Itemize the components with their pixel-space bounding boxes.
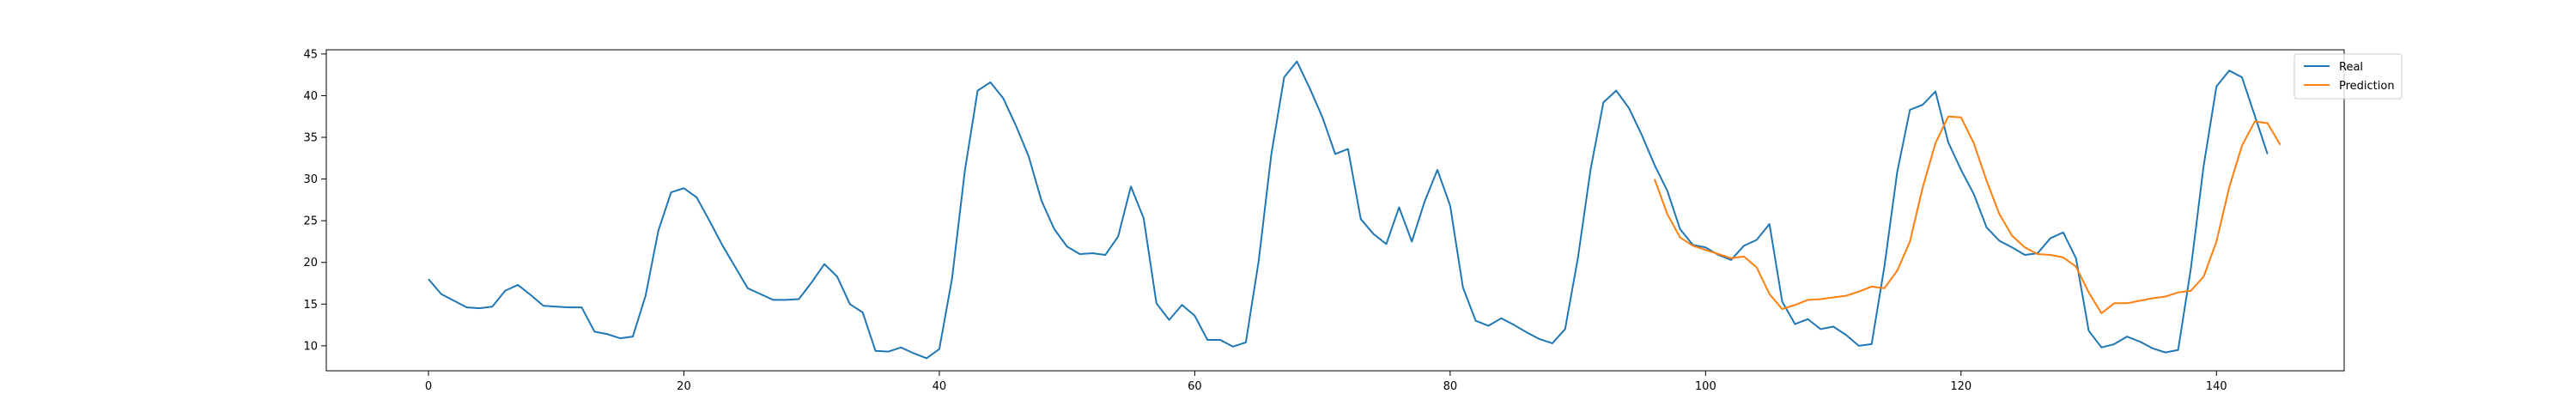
series-line-prediction bbox=[1653, 115, 2281, 314]
y-tick-label: 10 bbox=[303, 340, 318, 353]
y-tick-label: 20 bbox=[303, 257, 318, 270]
x-tick-label: 20 bbox=[677, 380, 691, 393]
x-tick-label: 140 bbox=[2206, 380, 2227, 393]
series-layer bbox=[428, 60, 2281, 360]
axes-layer bbox=[325, 49, 2345, 372]
y-tick-label: 40 bbox=[303, 90, 318, 103]
legend-label-prediction: Prediction bbox=[2339, 80, 2395, 93]
x-tick-label: 120 bbox=[1950, 380, 1971, 393]
x-tick-label: 0 bbox=[425, 380, 432, 393]
x-tick-label: 60 bbox=[1188, 380, 1202, 393]
legend-label-real: Real bbox=[2339, 61, 2363, 74]
y-tick-label: 45 bbox=[303, 48, 318, 61]
x-tick-label: 80 bbox=[1443, 380, 1458, 393]
y-tick-label: 15 bbox=[303, 299, 318, 312]
series-line-real bbox=[428, 60, 2269, 360]
x-tick-label: 100 bbox=[1695, 380, 1716, 393]
y-tick-label: 30 bbox=[303, 173, 318, 186]
x-tick-label: 40 bbox=[933, 380, 947, 393]
y-tick-label: 35 bbox=[303, 132, 318, 145]
plot-frame bbox=[325, 49, 2345, 372]
legend: Real Prediction bbox=[2293, 53, 2403, 100]
ticks-layer: 0 20 40 60 80 100 120 140 10 15 20 25 30 35 40 45 bbox=[303, 48, 2227, 393]
y-tick-label: 25 bbox=[303, 215, 318, 228]
